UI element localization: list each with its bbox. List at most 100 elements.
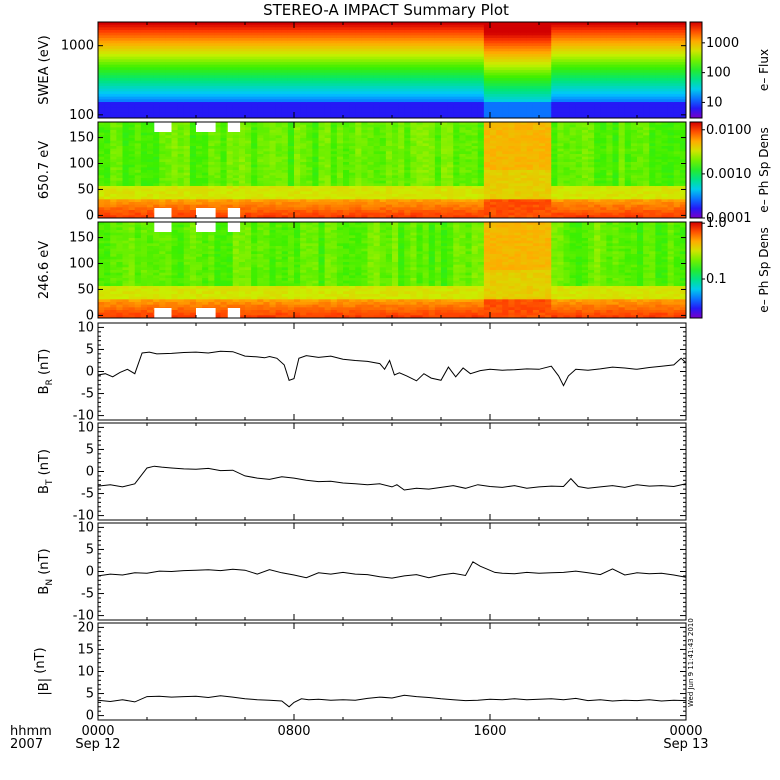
spectrogram-cell xyxy=(306,202,313,206)
spectrogram-cell xyxy=(140,91,148,95)
spectrogram-cell xyxy=(575,22,583,26)
spectrogram-cell xyxy=(434,46,442,50)
spectrogram-cell xyxy=(251,88,258,92)
spectrogram-cell xyxy=(245,124,252,128)
spectrogram-cell xyxy=(465,27,473,31)
spectrogram-cell xyxy=(422,102,430,106)
spectrogram-cell xyxy=(140,104,148,108)
spectrogram-cell xyxy=(649,88,656,92)
spectrogram-cell xyxy=(147,72,154,76)
spectrogram-cell xyxy=(104,54,111,58)
spectrogram-cell xyxy=(263,27,270,31)
spectrogram-cell xyxy=(171,72,179,76)
spectrogram-cell xyxy=(514,104,522,108)
spectrogram-cell xyxy=(453,59,460,63)
spectrogram-cell xyxy=(177,204,185,208)
spectrogram-cell xyxy=(416,115,424,119)
spectrogram-cell xyxy=(453,46,460,50)
spectrogram-cell xyxy=(404,110,411,114)
spectrogram-cell xyxy=(618,38,626,42)
spectrogram-cell xyxy=(134,32,142,36)
spectrogram-cell xyxy=(447,59,454,63)
spectrogram-cell xyxy=(294,156,301,160)
spectrogram-cell xyxy=(238,51,246,55)
spectrogram-cell xyxy=(630,22,638,26)
spectrogram-cell xyxy=(312,210,319,214)
spectrogram-cell xyxy=(624,91,632,95)
spectrogram-cell xyxy=(245,99,252,103)
spectrogram-cell xyxy=(502,56,509,60)
spectrogram-cell xyxy=(367,112,375,116)
spectrogram-cell xyxy=(539,22,546,26)
spectrogram-cell xyxy=(159,170,166,174)
spectrogram-cell xyxy=(355,104,362,108)
spectrogram-cell xyxy=(434,83,442,87)
spectrogram-cell xyxy=(300,167,307,171)
spectrogram-cell xyxy=(110,43,117,47)
spectrogram-cell xyxy=(551,72,558,76)
spectrogram-cell xyxy=(294,122,301,126)
spectrogram-cell xyxy=(238,215,246,219)
spectrogram-cell xyxy=(159,172,166,176)
spectrogram-cell xyxy=(312,24,319,28)
spectrogram-cell xyxy=(226,140,234,144)
spectrogram-cell xyxy=(441,107,448,111)
spectrogram-cell xyxy=(165,132,172,136)
spectrogram-cell xyxy=(581,27,589,31)
spectrogram-cell xyxy=(312,104,319,108)
spectrogram-cell xyxy=(177,164,185,168)
spectrogram-cell xyxy=(520,40,528,44)
spectrogram-cell xyxy=(606,86,613,90)
spectrogram-cell xyxy=(287,196,295,200)
spectrogram-cell xyxy=(306,48,313,52)
spectrogram-cell xyxy=(655,40,662,44)
spectrogram-cell xyxy=(165,24,172,28)
spectrogram-cell xyxy=(575,99,583,103)
spectrogram-cell xyxy=(287,27,295,31)
spectrogram-cell xyxy=(294,104,301,108)
spectrogram-cell xyxy=(312,130,319,134)
spectrogram-cell xyxy=(355,135,362,139)
spectrogram-cell xyxy=(306,196,313,200)
spectrogram-cell xyxy=(490,38,497,42)
spectrogram-cell xyxy=(116,140,123,144)
spectrogram-cell xyxy=(98,122,105,126)
spectrogram-cell xyxy=(563,54,571,58)
spectrogram-cell xyxy=(637,75,644,79)
spectrogram-cell xyxy=(214,102,221,106)
spectrogram-cell xyxy=(643,86,650,90)
spectrogram-cell xyxy=(404,46,411,50)
spectrogram-cell xyxy=(281,32,289,36)
spectrogram-cell xyxy=(361,99,368,103)
spectrogram-cell xyxy=(318,56,326,60)
spectrogram-cell xyxy=(471,102,479,106)
spectrogram-cell xyxy=(483,80,491,84)
spectrogram-cell xyxy=(318,138,326,142)
spectrogram-cell xyxy=(177,59,185,63)
spectrogram-cell xyxy=(490,51,497,55)
spectrogram-cell xyxy=(281,183,289,187)
spectrogram-cell xyxy=(189,202,197,206)
spectrogram-cell xyxy=(165,40,172,44)
spectrogram-cell xyxy=(367,86,375,90)
spectrogram-cell xyxy=(367,51,375,55)
spectrogram-cell xyxy=(208,167,215,171)
spectrogram-cell xyxy=(183,191,191,195)
spectrogram-cell xyxy=(606,51,613,55)
spectrogram-cell xyxy=(226,56,234,60)
spectrogram-cell xyxy=(667,99,675,103)
spectrogram-cell xyxy=(214,172,221,176)
spectrogram-cell xyxy=(312,183,319,187)
spectrogram-cell xyxy=(300,140,307,144)
spectrogram-cell xyxy=(557,112,564,116)
spectrogram-cell xyxy=(612,22,620,26)
spectrogram-cell xyxy=(196,143,203,147)
spectrogram-cell xyxy=(545,96,552,100)
spectrogram-cell xyxy=(202,199,209,203)
spectrogram-cell xyxy=(189,164,197,168)
spectrogram-cell xyxy=(312,135,319,139)
spectrogram-cell xyxy=(196,104,203,108)
spectrogram-cell xyxy=(526,51,534,55)
spectrogram-cell xyxy=(183,156,191,160)
spectrogram-cell xyxy=(336,146,344,150)
